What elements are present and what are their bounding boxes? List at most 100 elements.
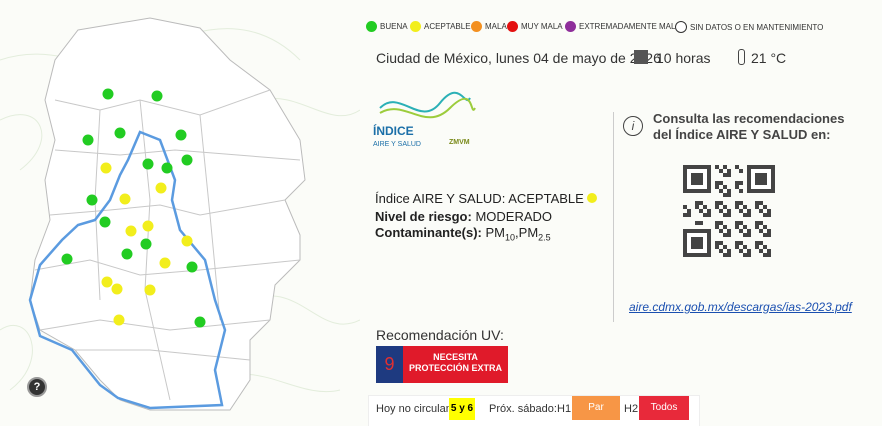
hnc-h2: H2 xyxy=(624,403,639,415)
qr-module xyxy=(715,241,719,245)
station[interactable] xyxy=(86,194,98,206)
legend-swatch xyxy=(507,21,518,32)
date: Ciudad de México, lunes 04 de mayo de 20… xyxy=(376,50,661,66)
qr-module xyxy=(763,225,767,229)
qr-module xyxy=(735,181,739,185)
qr-module xyxy=(687,213,691,217)
qr-module xyxy=(727,189,731,193)
pollutants-label: Contaminante(s): xyxy=(375,225,482,240)
qr-module xyxy=(759,249,763,253)
qr-module xyxy=(763,253,767,257)
qr-module xyxy=(699,201,703,205)
station[interactable] xyxy=(181,154,193,166)
map-area xyxy=(29,17,306,411)
consult-line: Consulta las recomendaciones xyxy=(653,111,845,126)
legend-label: ACEPTABLE xyxy=(424,22,471,31)
legend-swatch xyxy=(471,21,482,32)
qr-module xyxy=(767,233,771,237)
qr-module xyxy=(747,249,751,253)
clock-icon xyxy=(634,50,648,64)
station[interactable] xyxy=(101,276,113,288)
qr-module xyxy=(691,237,703,249)
pollutants: Contaminante(s): PM10,PM2.5 xyxy=(375,225,551,243)
station[interactable] xyxy=(155,182,167,194)
station[interactable] xyxy=(111,283,123,295)
qr-module xyxy=(739,229,743,233)
station[interactable] xyxy=(142,220,154,232)
legend-swatch xyxy=(366,21,377,32)
station[interactable] xyxy=(121,248,133,260)
station[interactable] xyxy=(161,162,173,174)
qr-module xyxy=(763,233,767,237)
qr-module xyxy=(723,253,727,257)
station[interactable] xyxy=(181,235,193,247)
legend-label: MUY MALA xyxy=(521,22,563,31)
qr-module xyxy=(763,245,767,249)
qr-module xyxy=(683,213,687,217)
qr-module xyxy=(707,209,711,213)
station[interactable] xyxy=(82,134,94,146)
qr-module xyxy=(719,229,723,233)
link[interactable]: aire.cdmx.gob.mx/descargas/ias-2023.pdf xyxy=(629,300,852,314)
hnc-next-label: Próx. sábado: xyxy=(489,403,557,415)
qr-module xyxy=(763,205,767,209)
hour: 10 horas xyxy=(656,50,711,66)
qr-module xyxy=(739,169,743,173)
legend-item: ACEPTABLE xyxy=(410,21,471,32)
qr-module xyxy=(747,209,751,213)
qr-module xyxy=(763,213,767,217)
station[interactable] xyxy=(144,284,156,296)
qr-module xyxy=(743,253,747,257)
qr-module xyxy=(755,245,759,249)
station[interactable] xyxy=(61,253,73,265)
logo: ÍNDICE AIRE Y SALUD ZMVM xyxy=(373,91,476,148)
legend-swatch xyxy=(675,21,687,33)
qr-module xyxy=(767,229,771,233)
index-dot xyxy=(587,193,598,203)
qr-module xyxy=(719,209,723,213)
station[interactable] xyxy=(99,216,111,228)
station[interactable] xyxy=(113,314,125,326)
qr-module xyxy=(723,165,727,169)
legend-label: BUENA xyxy=(380,22,408,31)
qr-module xyxy=(695,201,699,205)
qr-module xyxy=(759,201,763,205)
station[interactable] xyxy=(175,129,187,141)
qr-module xyxy=(767,209,771,213)
station[interactable] xyxy=(140,238,152,250)
risk-label: Nivel de riesgo: xyxy=(375,209,472,224)
legend-item: EXTREMADAMENTE MALA xyxy=(565,21,681,32)
qr-module xyxy=(739,221,743,225)
station[interactable] xyxy=(125,225,137,237)
qr-module xyxy=(747,213,751,217)
consult-line: del Índice AIRE Y SALUD en: xyxy=(653,127,831,142)
qr-module xyxy=(747,233,751,237)
qr-module xyxy=(727,253,731,257)
logo-subtitle: AIRE Y SALUD xyxy=(373,141,421,148)
station[interactable] xyxy=(102,88,114,100)
station[interactable] xyxy=(119,193,131,205)
station[interactable] xyxy=(151,90,163,102)
qr-module xyxy=(739,209,743,213)
station[interactable] xyxy=(100,162,112,174)
station[interactable] xyxy=(159,257,171,269)
qr-module xyxy=(759,229,763,233)
station[interactable] xyxy=(186,261,198,273)
qr-module xyxy=(735,165,739,169)
qr-module xyxy=(755,241,759,245)
index-label: Índice AIRE Y SALUD: ACEPTABLE xyxy=(375,191,598,206)
legend-item: MUY MALA xyxy=(507,21,563,32)
help-button[interactable]: ? xyxy=(27,377,47,397)
uv-index: 9 xyxy=(376,346,403,383)
station[interactable] xyxy=(194,316,206,328)
qr-module xyxy=(719,189,723,193)
qr-module xyxy=(723,193,727,197)
qr-module xyxy=(759,221,763,225)
qr-code xyxy=(683,165,775,257)
qr-module xyxy=(715,221,719,225)
station[interactable] xyxy=(142,158,154,170)
qr-module xyxy=(767,249,771,253)
info-icon: i xyxy=(623,116,643,136)
risk-value: MODERADO xyxy=(475,209,552,224)
station[interactable] xyxy=(114,127,126,139)
